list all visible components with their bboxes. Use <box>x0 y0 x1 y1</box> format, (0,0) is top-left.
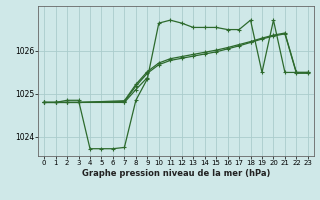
X-axis label: Graphe pression niveau de la mer (hPa): Graphe pression niveau de la mer (hPa) <box>82 169 270 178</box>
